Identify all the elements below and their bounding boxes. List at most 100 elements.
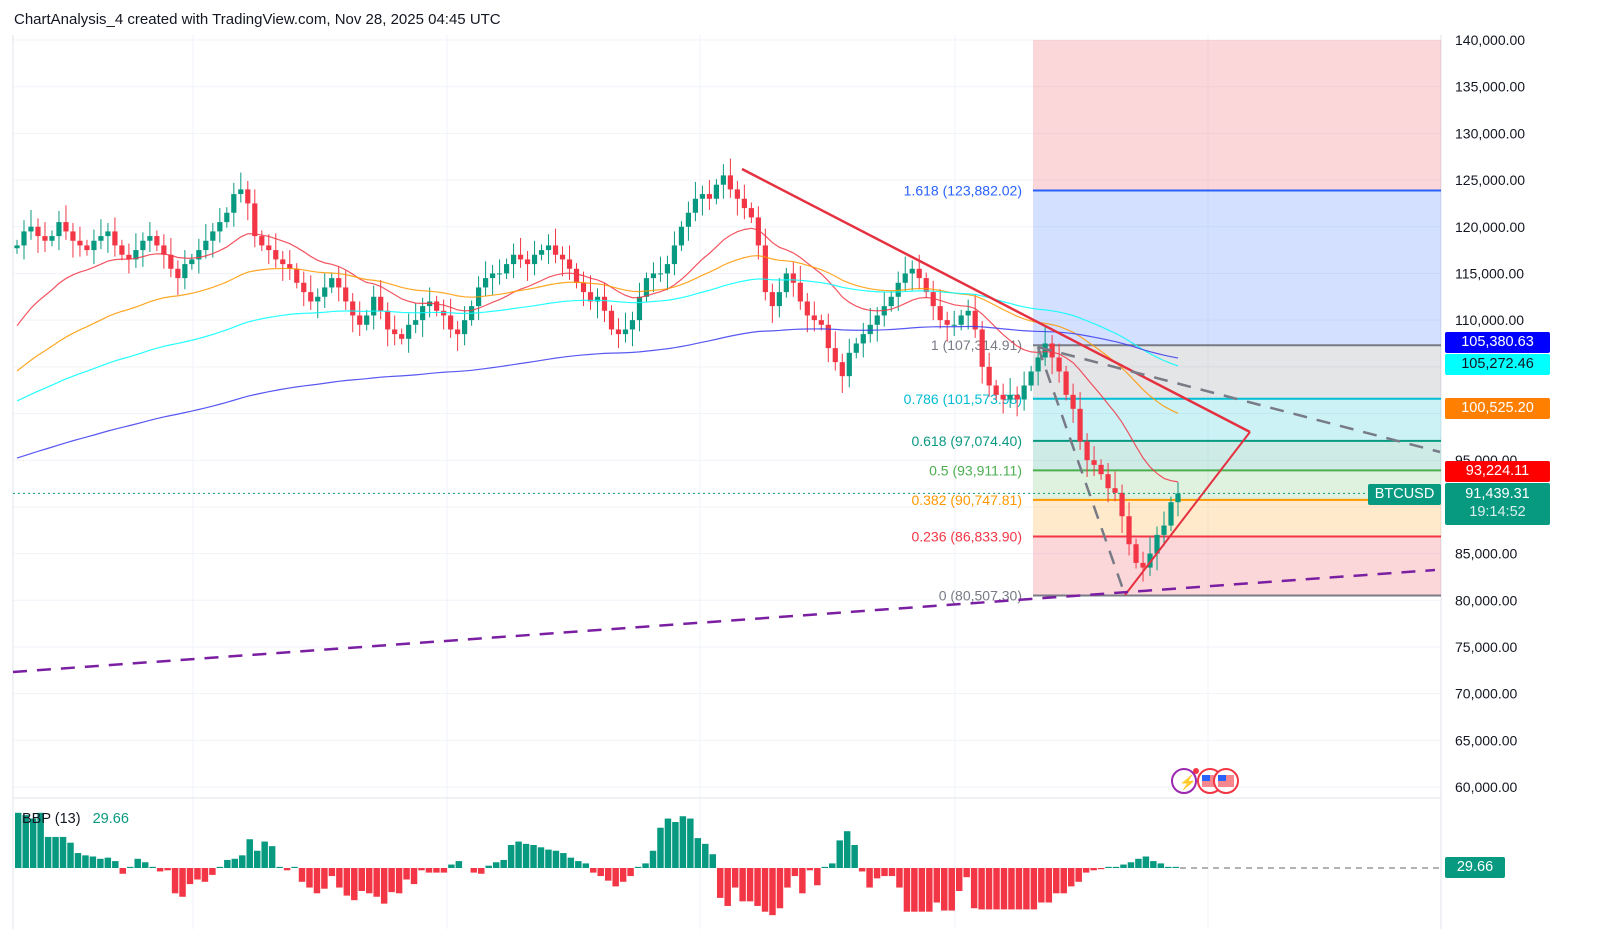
bbp-label[interactable]: BBP (13) [22, 811, 81, 827]
bbp-bar [888, 868, 896, 877]
bbp-bar [821, 866, 829, 868]
price-axis-tick: 120,000.00 [1455, 219, 1525, 235]
candle-body [245, 189, 251, 204]
candle-body [175, 268, 181, 279]
candle-body [413, 320, 419, 325]
candle-body [154, 236, 160, 246]
bbp-bar [1015, 868, 1023, 910]
bbp-bar [1135, 858, 1142, 868]
bbp-bar [746, 868, 754, 902]
bbp-bar [388, 868, 395, 893]
bbp-bar [597, 868, 604, 877]
bbp-bar [425, 868, 433, 873]
candle-body [909, 268, 915, 274]
bbp-bar [993, 868, 1000, 910]
candle-body [210, 231, 216, 241]
price-pane [13, 35, 1441, 798]
bbp-bar [985, 868, 993, 910]
bbp-bar [642, 863, 649, 868]
price-axis-tick: 85,000.00 [1455, 546, 1517, 562]
bbp-bar [1142, 856, 1150, 868]
candle-body [790, 273, 796, 283]
candle-body [189, 259, 195, 265]
bbp-bar [358, 868, 365, 891]
bbp-bar [903, 868, 911, 912]
bbp-bar [604, 868, 612, 881]
candle-body [545, 245, 552, 251]
candle-body [462, 320, 468, 335]
candle-body [496, 273, 503, 275]
bbp-bar [380, 868, 388, 904]
price-axis-tick: 125,000.00 [1455, 172, 1525, 188]
fib-zone [1033, 345, 1441, 399]
bbp-bar [530, 845, 537, 868]
bbp-bar [1090, 868, 1097, 871]
candle-body [573, 268, 580, 283]
bbp-bar [970, 868, 978, 909]
candle-body [503, 264, 510, 274]
candle-body [266, 245, 272, 251]
bbp-bar [843, 831, 851, 868]
ema200-line [16, 325, 1179, 459]
bbp-bar [470, 868, 478, 873]
candle-body [287, 264, 293, 269]
candle-body [685, 212, 692, 227]
price-axis-tick: 80,000.00 [1455, 592, 1517, 608]
candle-body [657, 273, 664, 275]
candle-body [930, 292, 936, 307]
candle-body [902, 273, 908, 283]
candle-body [14, 245, 20, 249]
bbp-bar [440, 868, 448, 873]
candle-body [1042, 343, 1048, 358]
bbp-bar [15, 812, 22, 868]
candle-body [587, 292, 594, 302]
bbp-bar [253, 850, 261, 868]
bbp-bar [918, 868, 926, 912]
candle-body [385, 310, 391, 330]
candle-body [1084, 441, 1090, 461]
bbp-bar [448, 864, 455, 868]
candle-body [448, 315, 454, 330]
bbp-bar [59, 836, 67, 868]
candle-body [1056, 357, 1062, 372]
bbp-bar [858, 868, 866, 872]
lightning-event-icon[interactable] [1171, 768, 1197, 794]
candle-body [182, 264, 188, 279]
bbp-bar [104, 857, 112, 868]
candle-body [608, 310, 615, 330]
candle-body [986, 366, 992, 386]
bbp-bar [67, 842, 74, 868]
candle-body [273, 250, 279, 260]
descending-trendline [741, 167, 1251, 434]
candle-body [350, 301, 356, 316]
candle-body [1063, 371, 1069, 395]
bbp-bar [612, 868, 619, 887]
bbp-bar [1150, 861, 1157, 868]
bbp-bar [403, 868, 410, 880]
bbp-bar [799, 868, 806, 894]
candle-body [671, 245, 678, 265]
price-axis-tick: 70,000.00 [1455, 686, 1517, 702]
bbp-bar [829, 863, 836, 868]
candle-body [993, 385, 999, 395]
bbp-bar [507, 845, 515, 868]
fib-zone [1033, 536, 1441, 596]
flag-canton [1202, 775, 1210, 781]
candle-body [357, 315, 363, 325]
bbp-bar [522, 843, 530, 868]
bbp-bar [545, 849, 552, 868]
candle-body [133, 250, 139, 260]
bbp-bar [149, 866, 156, 868]
bbp-bar [328, 868, 336, 877]
bbp-bar [365, 868, 373, 894]
bbp-bar [560, 853, 567, 868]
candle-body [636, 296, 643, 321]
candle-body [783, 273, 789, 293]
bbp-bar [978, 868, 985, 910]
candle-body [392, 329, 398, 335]
bbp-bar [22, 815, 29, 868]
bbp-bar [948, 868, 955, 911]
candle-body [280, 259, 286, 265]
candle-body [196, 250, 202, 260]
